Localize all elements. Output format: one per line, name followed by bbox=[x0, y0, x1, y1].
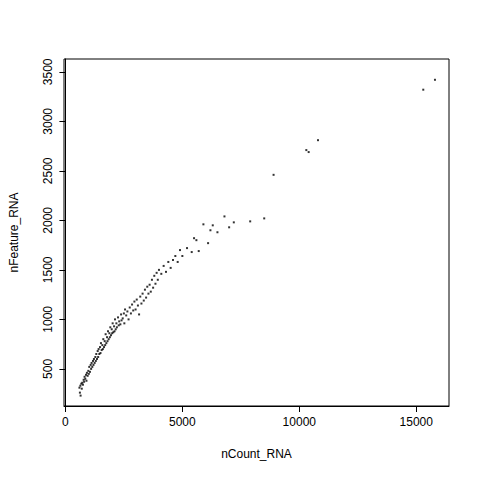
svg-text:15000: 15000 bbox=[400, 415, 434, 429]
svg-text:nCount_RNA: nCount_RNA bbox=[221, 447, 292, 461]
svg-text:1500: 1500 bbox=[41, 256, 55, 283]
svg-text:5000: 5000 bbox=[169, 415, 196, 429]
svg-text:500: 500 bbox=[41, 359, 55, 379]
svg-text:1000: 1000 bbox=[41, 306, 55, 333]
svg-text:3000: 3000 bbox=[41, 108, 55, 135]
svg-text:10000: 10000 bbox=[283, 415, 317, 429]
svg-text:2500: 2500 bbox=[41, 157, 55, 184]
svg-text:2000: 2000 bbox=[41, 207, 55, 234]
svg-text:3500: 3500 bbox=[41, 58, 55, 85]
svg-text:0: 0 bbox=[62, 415, 69, 429]
svg-text:nFeature_RNA: nFeature_RNA bbox=[7, 192, 21, 272]
